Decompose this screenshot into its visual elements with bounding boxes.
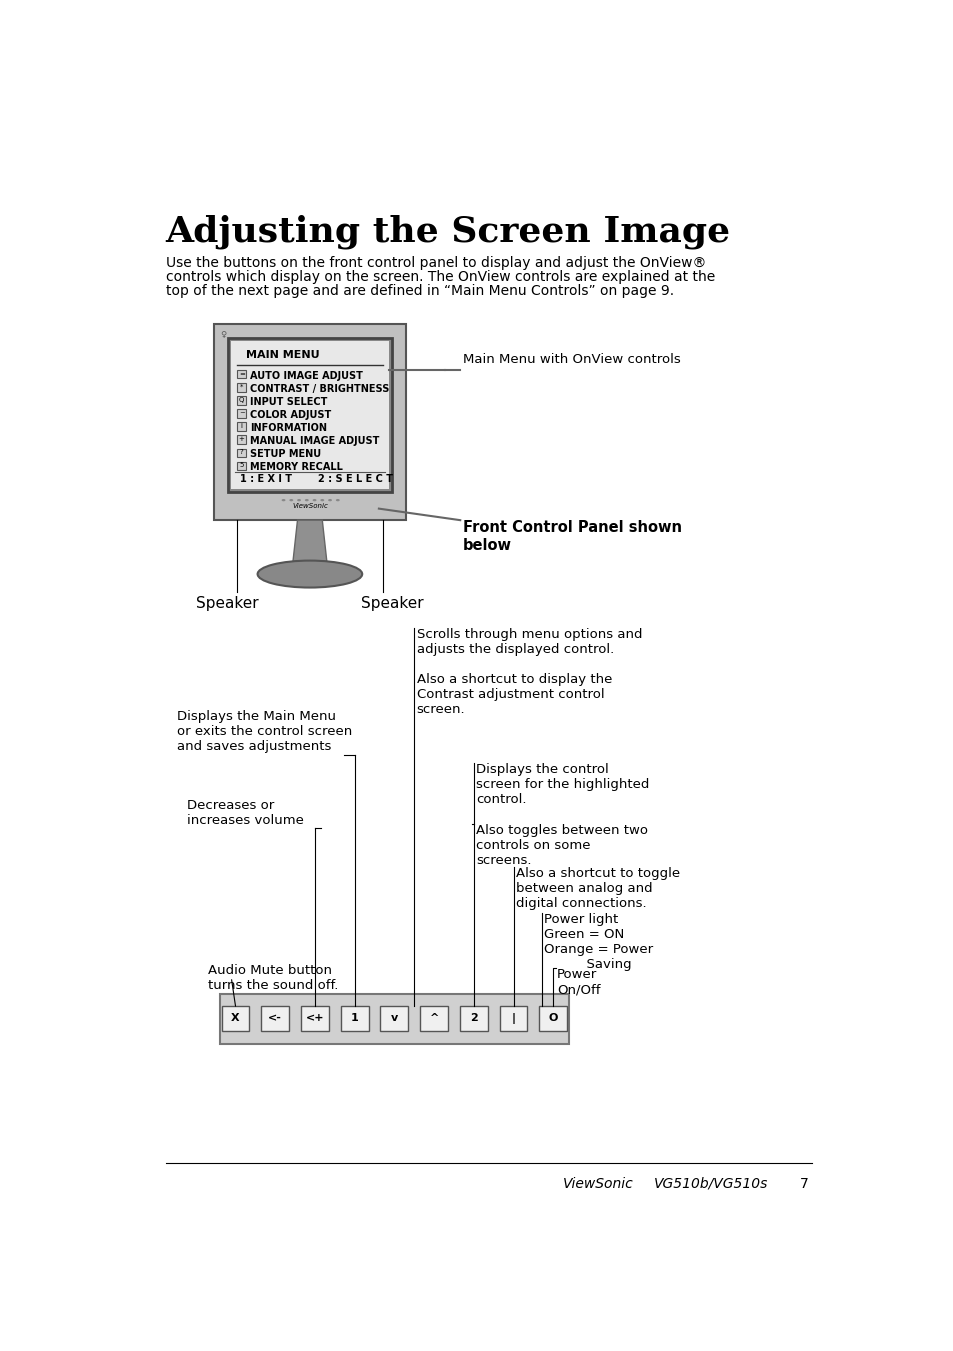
Text: SETUP MENU: SETUP MENU: [250, 450, 321, 459]
Text: v: v: [391, 1013, 397, 1023]
Text: Displays the control
screen for the highlighted
control.: Displays the control screen for the high…: [476, 763, 649, 805]
Text: Speaker: Speaker: [196, 596, 259, 611]
Ellipse shape: [335, 499, 339, 501]
Bar: [236, 435, 246, 444]
Text: +: +: [238, 436, 244, 442]
Ellipse shape: [320, 499, 324, 501]
Bar: [236, 409, 246, 417]
Text: ?: ?: [239, 450, 243, 455]
Ellipse shape: [296, 499, 301, 501]
Text: *: *: [240, 384, 243, 390]
Text: AUTO IMAGE ADJUST: AUTO IMAGE ADJUST: [250, 370, 363, 381]
Bar: [236, 396, 246, 405]
Ellipse shape: [281, 499, 285, 501]
Text: 1: 1: [351, 1013, 358, 1023]
Text: Front Control Panel shown
below: Front Control Panel shown below: [462, 520, 680, 553]
Text: controls which display on the screen. The OnView controls are explained at the: controls which display on the screen. Th…: [166, 270, 714, 284]
Text: 1 : E X I T: 1 : E X I T: [240, 474, 292, 484]
Text: ViewSonic: ViewSonic: [292, 503, 328, 509]
Text: Adjusting the Screen Image: Adjusting the Screen Image: [166, 215, 730, 249]
Bar: [419, 1006, 448, 1031]
Text: O: O: [548, 1013, 558, 1023]
Text: 7: 7: [799, 1177, 807, 1192]
Text: |: |: [511, 1013, 515, 1024]
Bar: [213, 324, 406, 520]
Bar: [499, 1006, 527, 1031]
Bar: [236, 423, 246, 431]
Bar: [236, 384, 246, 392]
Text: i: i: [240, 423, 242, 430]
Text: MANUAL IMAGE ADJUST: MANUAL IMAGE ADJUST: [250, 436, 379, 446]
Ellipse shape: [328, 499, 332, 501]
Ellipse shape: [289, 499, 293, 501]
Bar: [231, 340, 389, 489]
Text: 2 : S E L E C T: 2 : S E L E C T: [317, 474, 393, 484]
Bar: [459, 1006, 487, 1031]
Text: Q: Q: [239, 397, 244, 403]
Bar: [236, 462, 246, 470]
Text: <-: <-: [268, 1013, 282, 1023]
Text: =: =: [238, 370, 244, 377]
Ellipse shape: [313, 499, 316, 501]
Bar: [236, 370, 246, 378]
Text: ViewSonic: ViewSonic: [562, 1177, 633, 1192]
Bar: [301, 1006, 329, 1031]
Text: Also toggles between two
controls on some
screens.: Also toggles between two controls on som…: [476, 824, 647, 867]
Text: Decreases or
increases volume: Decreases or increases volume: [187, 798, 304, 827]
Bar: [236, 449, 246, 457]
Bar: [538, 1006, 567, 1031]
Text: MAIN MENU: MAIN MENU: [246, 350, 319, 359]
Bar: [261, 1006, 289, 1031]
Bar: [221, 1006, 249, 1031]
Text: Displays the Main Menu
or exits the control screen
and saves adjustments: Displays the Main Menu or exits the cont…: [177, 711, 353, 754]
Text: Power
On/Off: Power On/Off: [557, 969, 600, 996]
Bar: [220, 994, 568, 1044]
Text: <+: <+: [305, 1013, 324, 1023]
Text: ^: ^: [429, 1013, 438, 1023]
Text: Main Menu with OnView controls: Main Menu with OnView controls: [462, 353, 679, 366]
Text: MEMORY RECALL: MEMORY RECALL: [250, 462, 343, 473]
Ellipse shape: [257, 561, 362, 588]
Text: Also a shortcut to toggle
between analog and
digital connections.: Also a shortcut to toggle between analog…: [516, 867, 679, 909]
Text: X: X: [231, 1013, 239, 1023]
Text: 5: 5: [239, 462, 244, 469]
Ellipse shape: [305, 499, 309, 501]
Text: ~: ~: [238, 411, 244, 416]
Text: Audio Mute button
turns the sound off.: Audio Mute button turns the sound off.: [208, 965, 338, 993]
Text: 2: 2: [470, 1013, 477, 1023]
Bar: [340, 1006, 368, 1031]
Text: top of the next page and are defined in “Main Menu Controls” on page 9.: top of the next page and are defined in …: [166, 284, 673, 297]
Text: Scrolls through menu options and
adjusts the displayed control.

Also a shortcut: Scrolls through menu options and adjusts…: [416, 628, 641, 716]
Text: Power light
Green = ON
Orange = Power
          Saving: Power light Green = ON Orange = Power Sa…: [543, 913, 653, 971]
Text: COLOR ADJUST: COLOR ADJUST: [250, 411, 331, 420]
Text: Use the buttons on the front control panel to display and adjust the OnView®: Use the buttons on the front control pan…: [166, 257, 705, 270]
Text: INPUT SELECT: INPUT SELECT: [250, 397, 327, 407]
Text: VG510b/VG510s: VG510b/VG510s: [654, 1177, 767, 1192]
Text: INFORMATION: INFORMATION: [250, 423, 327, 434]
Polygon shape: [293, 520, 327, 562]
Text: CONTRAST / BRIGHTNESS: CONTRAST / BRIGHTNESS: [250, 384, 389, 394]
Bar: [380, 1006, 408, 1031]
Text: Speaker: Speaker: [360, 596, 423, 611]
Bar: [228, 338, 392, 492]
Text: ♀: ♀: [220, 330, 226, 339]
